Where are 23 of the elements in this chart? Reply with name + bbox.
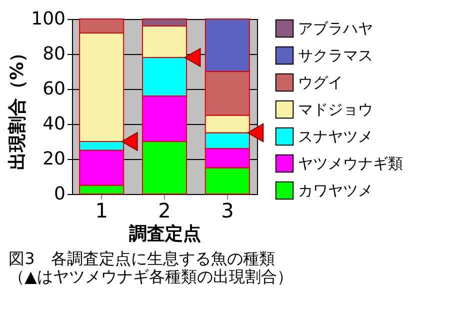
legend-label: ウグイ — [298, 74, 343, 92]
y-tick-label: 0 — [54, 184, 66, 204]
point — [247, 123, 264, 142]
legend-label: スナヤツメ — [298, 128, 373, 146]
point — [121, 132, 138, 151]
x-tick-label: 3 — [221, 198, 234, 222]
legend-label: サクラマス — [298, 46, 373, 64]
y-tick-label: 40 — [42, 114, 66, 134]
legend-label: カワヤツメ — [298, 182, 373, 200]
y-tick-label: 100 — [31, 8, 66, 30]
y-tick-label: 80 — [42, 44, 66, 64]
x-axis-title: 調査定点 — [129, 224, 201, 244]
y-tick-label: 20 — [42, 148, 66, 170]
text: （▲はヤツメウナギ各種類の出現割合） — [8, 267, 293, 286]
y-axis-title: 出現割合（%） — [7, 44, 28, 170]
x-tick-label: 2 — [158, 198, 171, 222]
x-tick-label: 1 — [95, 198, 108, 222]
legend-label: アブラハヤ — [298, 20, 373, 38]
caption: 図3 各調査定点に生息する魚の種類 — [8, 249, 275, 268]
point — [184, 48, 201, 67]
legend-label: マドジョウ — [298, 100, 373, 118]
y-tick-label: 60 — [42, 78, 66, 100]
legend-label: ヤツメウナギ類 — [298, 154, 403, 172]
